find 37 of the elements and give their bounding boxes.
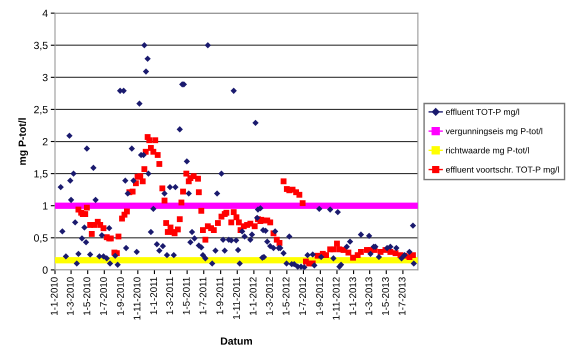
x-tick-label: 1-11-2011 [232,277,240,319]
legend-label: richtwaarde mg P-tot/l [446,147,529,156]
x-tick-label: 1-1-2012 [250,277,256,315]
y-tick-label: 3 [42,74,48,82]
y-tick-label: 1 [43,202,48,210]
x-tick-label: 1-3-2012 [266,277,273,315]
x-axis-title: Datum [220,337,252,345]
x-tick-label: 1-11-2012 [332,277,340,320]
y-tick-label: 0 [42,266,48,274]
x-tick-label: 1-7-2010 [100,277,107,315]
y-axis-title: mg P-tot/l [18,118,28,165]
y-tick-label: 0,5 [34,234,48,243]
x-tick-label: 1-3-2010 [66,277,74,315]
x-tick-label: 1-5-2012 [282,277,290,315]
y-tick-label: 3,5 [34,42,48,50]
x-tick-label: 1-3-2011 [166,277,174,314]
x-tick-label: 1-7-2011 [199,277,206,314]
legend-label: effluent voortschr. TOT-P mg/l [446,166,559,174]
legend-label: vergunningseis mg P-tot/l [446,128,542,136]
x-tick-label: 1-5-2010 [83,277,90,315]
x-tick-label: 1-5-2013 [382,277,389,315]
y-tick-label: 1,5 [34,170,48,179]
x-tick-label: 1-1-2011 [150,277,158,314]
x-tick-label: 1-5-2011 [182,277,190,314]
x-tick-label: 1-9-2010 [116,277,124,315]
x-tick-label: 1-9-2012 [316,277,323,315]
x-tick-label: 1-11-2010 [134,277,140,320]
x-tick-label: 1-1-2010 [50,277,58,315]
x-tick-label: 1-9-2011 [216,277,224,314]
x-tick-label: 1-1-2013 [349,277,356,315]
legend-label: effluent TOT-P mg/l [446,108,520,117]
y-tick-label: 2,5 [34,106,48,115]
y-tick-label: 4 [42,10,48,17]
y-tick-label: 2 [42,138,48,146]
x-tick-label: 1-7-2013 [398,277,406,315]
x-tick-label: 1-7-2012 [299,277,306,315]
x-tick-label: 1-3-2013 [365,277,372,315]
